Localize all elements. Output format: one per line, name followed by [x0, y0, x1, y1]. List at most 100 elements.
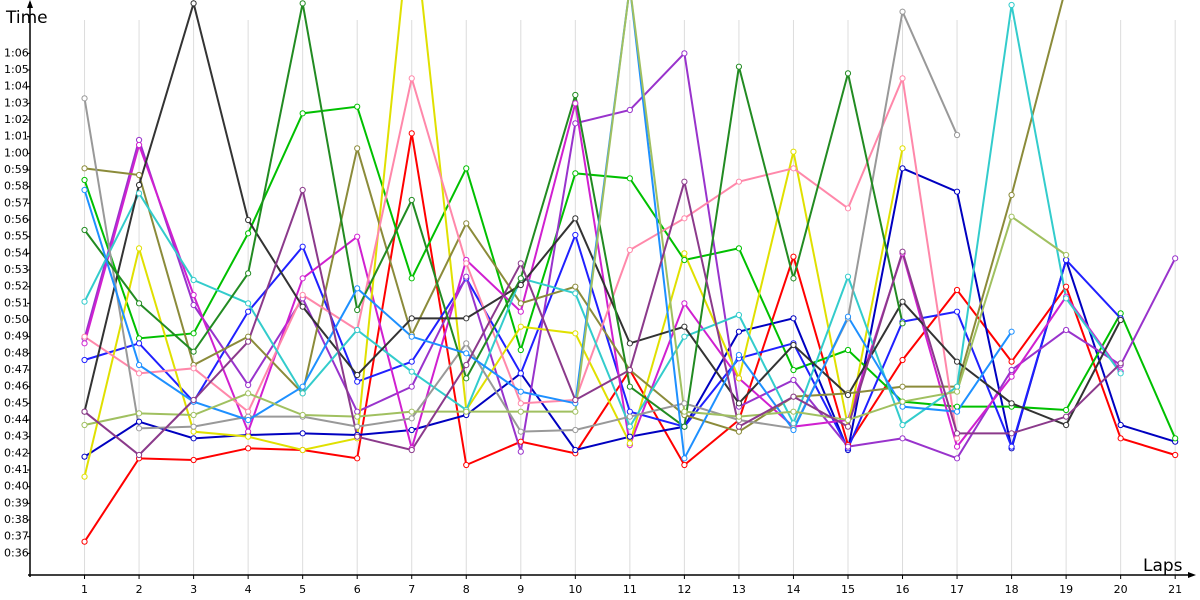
data-point — [408, 426, 415, 434]
data-point — [517, 428, 524, 435]
data-point — [245, 216, 252, 224]
y-arrow — [27, 0, 33, 8]
data-point — [899, 75, 906, 82]
data-point — [408, 415, 415, 422]
data-point — [245, 416, 252, 424]
x-axis-label: Laps — [1143, 556, 1183, 576]
y-tick-label: 1:03 — [4, 96, 29, 109]
x-tick-label: 2 — [136, 583, 143, 596]
data-point — [681, 408, 688, 415]
data-point — [354, 433, 361, 440]
data-point — [1008, 213, 1015, 220]
data-point — [790, 341, 797, 349]
data-point — [735, 63, 743, 70]
x-tick-label: 3 — [190, 583, 197, 596]
data-point — [463, 260, 470, 267]
data-point — [1063, 295, 1070, 302]
data-point — [953, 308, 961, 315]
y-tick-label: 1:04 — [4, 80, 29, 93]
data-point — [81, 473, 88, 480]
x-arrow — [1188, 572, 1196, 578]
data-point — [354, 378, 361, 385]
data-point — [190, 348, 197, 355]
data-point — [299, 446, 306, 454]
data-point — [953, 435, 961, 442]
data-point — [899, 403, 906, 410]
data-point — [735, 375, 743, 382]
data-point — [1008, 191, 1015, 199]
x-tick-label: 7 — [408, 583, 415, 596]
data-point — [81, 186, 88, 194]
x-tick-label: 15 — [841, 583, 855, 596]
data-point — [953, 286, 961, 294]
data-point — [190, 423, 197, 430]
data-point — [299, 275, 306, 282]
data-point — [517, 300, 524, 307]
data-point — [681, 300, 688, 307]
data-point — [135, 141, 143, 149]
data-point — [1008, 366, 1015, 374]
data-point — [81, 165, 88, 172]
data-point — [408, 446, 415, 454]
data-point — [81, 340, 88, 347]
data-point — [81, 226, 88, 234]
data-point — [299, 291, 306, 299]
data-point — [354, 285, 361, 292]
y-tick-label: 0:56 — [4, 213, 29, 226]
data-point — [245, 333, 252, 340]
data-point — [1117, 316, 1124, 324]
data-point — [790, 408, 797, 415]
data-point — [735, 423, 743, 430]
data-point — [1117, 370, 1124, 377]
data-point — [190, 396, 197, 404]
data-point — [190, 301, 197, 309]
data-point — [81, 298, 88, 305]
data-point — [517, 370, 524, 377]
data-point — [1063, 406, 1070, 414]
data-point — [572, 170, 579, 177]
data-point — [245, 308, 252, 315]
data-point — [245, 270, 252, 277]
data-point — [517, 438, 524, 445]
x-tick-label: 5 — [299, 583, 306, 596]
data-point — [735, 351, 743, 359]
data-point — [899, 398, 906, 405]
data-point — [135, 340, 143, 347]
data-point — [408, 333, 415, 340]
data-point — [626, 246, 633, 254]
data-point — [899, 356, 906, 364]
data-point — [299, 0, 306, 7]
data-point — [135, 300, 143, 307]
data-point — [1008, 358, 1015, 365]
data-point — [463, 361, 470, 369]
data-point — [354, 413, 361, 420]
data-point — [844, 391, 852, 399]
data-point — [626, 408, 633, 415]
data-point — [517, 281, 524, 289]
data-point — [299, 390, 306, 397]
data-point — [572, 426, 579, 434]
x-tick-label: 12 — [677, 583, 691, 596]
y-tick-label: 0:36 — [4, 546, 29, 559]
data-point — [681, 178, 688, 185]
data-point — [572, 446, 579, 454]
data-point — [572, 290, 579, 297]
data-point — [299, 383, 306, 390]
data-point — [899, 248, 906, 255]
data-point — [517, 400, 524, 407]
series-line — [83, 181, 1122, 457]
data-point — [844, 205, 852, 212]
data-point — [463, 273, 470, 280]
data-point — [844, 443, 852, 450]
data-point — [1008, 328, 1015, 335]
series-line — [83, 103, 1122, 453]
data-point — [1117, 360, 1124, 367]
data-point — [953, 383, 961, 390]
data-point — [81, 176, 88, 184]
data-point — [135, 181, 143, 189]
data-point — [953, 408, 961, 415]
data-point — [953, 131, 961, 139]
data-point — [81, 408, 88, 415]
data-point — [790, 148, 797, 155]
data-point — [681, 323, 688, 330]
